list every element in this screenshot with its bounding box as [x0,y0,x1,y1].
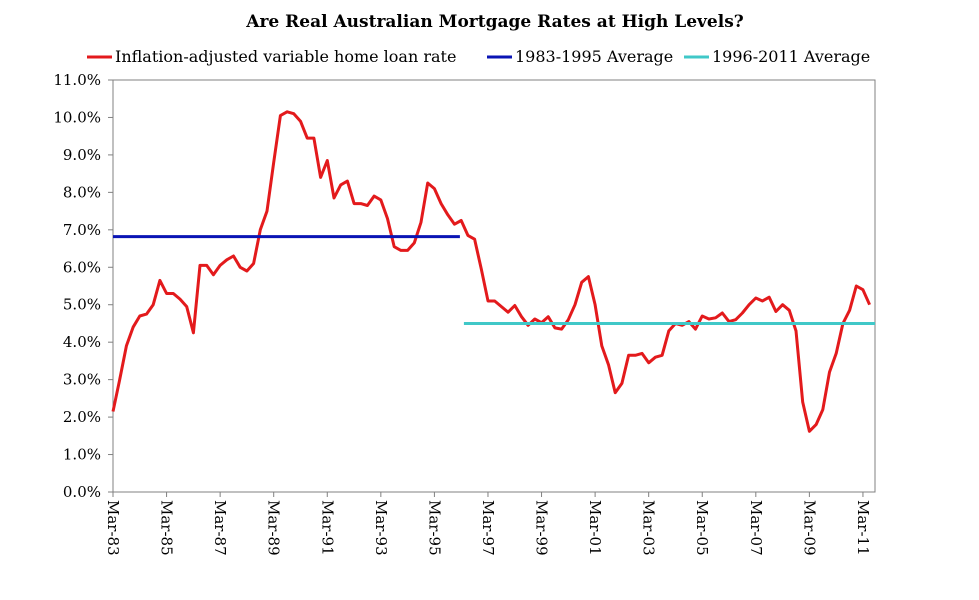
x-tick-label: Mar-85 [158,500,176,556]
y-tick-label: 11.0% [53,71,101,89]
x-tick-label: Mar-87 [211,500,229,556]
x-tick-label: Mar-95 [425,500,443,556]
x-tick-label: Mar-89 [265,500,283,556]
real-rate-line [111,110,871,433]
legend-label-1996-2011-average: 1996-2011 Average [712,47,870,66]
y-tick-label: 0.0% [63,483,101,501]
y-tick-label: 6.0% [63,258,101,276]
y-axis: 0.0% 1.0% 2.0% 3.0% 4.0% 5.0% 6.0% 7.0% 8.0% 9.0%… [53,71,113,501]
y-tick-label: 4.0% [63,333,101,351]
y-tick-label: 10.0% [53,108,101,126]
legend-label-real-rate: Inflation-adjusted variable home loan ra… [115,47,456,66]
y-tick-label: 9.0% [63,146,101,164]
legend: Inflation-adjusted variable home loan ra… [87,47,870,66]
series-layer [111,110,875,433]
x-tick-label: Mar-11 [854,500,872,556]
x-tick-label: Mar-05 [693,500,711,556]
plot-area [112,79,876,493]
legend-label-1983-1995-average: 1983-1995 Average [515,47,673,66]
x-tick-label: Mar-97 [479,500,497,556]
y-tick-label: 8.0% [63,183,101,201]
x-tick-label: Mar-91 [318,500,336,556]
chart-title: Are Real Australian Mortgage Rates at Hi… [245,12,744,32]
y-tick-label: 1.0% [63,446,101,464]
y-tick-label: 2.0% [63,408,101,426]
x-tick-label: Mar-07 [747,500,765,556]
x-tick-label: Mar-99 [533,500,551,556]
x-tick-label: Mar-83 [104,500,122,556]
x-tick-label: Mar-09 [800,500,818,556]
x-tick-label: Mar-93 [372,500,390,556]
x-axis: Mar-83 Mar-85 Mar-87 Mar-89 Mar-91 Mar-93 Mar-… [104,492,872,556]
x-tick-label: Mar-03 [640,500,658,556]
y-tick-label: 3.0% [63,371,101,389]
y-tick-label: 7.0% [63,221,101,239]
x-tick-label: Mar-01 [586,500,604,556]
y-tick-label: 5.0% [63,296,101,314]
